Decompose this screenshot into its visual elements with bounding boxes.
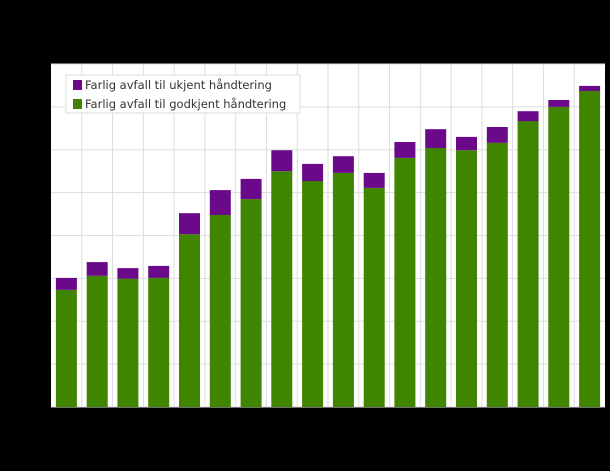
legend-box: [65, 74, 301, 114]
bar-segment-godkjent: [517, 121, 539, 407]
bar-segment-ukjent: [209, 190, 231, 215]
bar-segment-godkjent: [240, 199, 262, 407]
legend-swatch-godkjent: [73, 99, 82, 109]
bar-segment-godkjent: [179, 234, 200, 407]
bar-segment-godkjent: [456, 150, 477, 407]
bar-segment-godkjent: [394, 157, 416, 407]
bar-segment-ukjent: [579, 85, 601, 91]
bar-segment-ukjent: [517, 111, 539, 122]
bar-segment-ukjent: [363, 172, 385, 188]
legend: Farlig avfall til ukjent håndtering Farl…: [65, 74, 301, 114]
legend-swatch-ukjent: [73, 80, 82, 90]
bar-segment-ukjent: [240, 178, 262, 200]
bar-segment-ukjent: [271, 150, 293, 172]
bar-segment-godkjent: [302, 181, 324, 407]
bar-segment-ukjent: [394, 142, 416, 158]
bar-segment-ukjent: [425, 129, 447, 149]
bar-segment-godkjent: [148, 277, 170, 407]
bar-segment-godkjent: [548, 106, 570, 408]
bar-segment-ukjent: [302, 163, 324, 182]
bar-segment-godkjent: [209, 214, 231, 407]
bar-segment-godkjent: [425, 148, 447, 407]
bar-segment-godkjent: [86, 275, 108, 407]
bar-segment-godkjent: [332, 172, 354, 407]
bar-segment-godkjent: [363, 187, 385, 407]
legend-label-godkjent: Farlig avfall til godkjent håndtering: [85, 97, 286, 111]
bar-segment-godkjent: [117, 278, 139, 407]
bar-segment-godkjent: [271, 171, 293, 407]
bar-segment-ukjent: [86, 262, 108, 276]
bar-segment-godkjent: [579, 91, 601, 407]
bar-segment-ukjent: [332, 156, 354, 173]
bar-segment-ukjent: [548, 100, 570, 107]
bar-series: [55, 85, 601, 408]
bar-segment-godkjent: [55, 290, 77, 407]
legend-label-ukjent: Farlig avfall til ukjent håndtering: [85, 78, 272, 92]
bar-segment-ukjent: [148, 265, 170, 278]
bar-segment-ukjent: [55, 277, 77, 290]
bar-segment-godkjent: [486, 142, 508, 407]
bar-segment-ukjent: [486, 127, 508, 143]
bar-segment-ukjent: [117, 268, 139, 279]
bar-segment-ukjent: [456, 136, 477, 151]
bar-segment-ukjent: [179, 213, 200, 235]
